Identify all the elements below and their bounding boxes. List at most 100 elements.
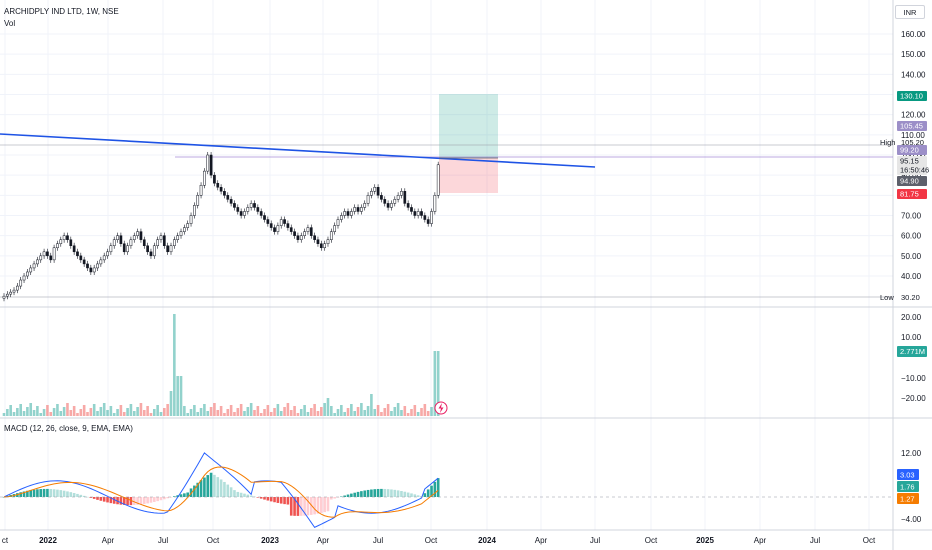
macd-histogram-bar	[393, 489, 397, 497]
price-tick-label: 160.00	[901, 30, 926, 39]
macd-histogram-bar	[396, 490, 400, 497]
candle-body	[229, 199, 233, 204]
volume-bar	[333, 413, 336, 416]
candle-body	[126, 245, 129, 253]
trendline[interactable]	[0, 133, 596, 168]
candles	[2, 151, 440, 302]
volume-axis[interactable]: 20.00 10.00 −10.00 −20.00	[901, 313, 926, 403]
candle-body	[52, 247, 56, 261]
volume-bar	[363, 410, 367, 416]
volume-bar	[122, 412, 126, 416]
volume-bar	[22, 411, 26, 416]
time-tick-label: 2024	[478, 536, 496, 545]
candle-body	[360, 207, 363, 212]
volume-bar	[199, 408, 203, 416]
macd-histogram-bar	[313, 497, 316, 515]
price-tag	[897, 145, 927, 155]
macd-histogram-bar	[156, 497, 159, 502]
volume-bar	[323, 403, 326, 416]
volume-bar	[159, 412, 163, 416]
macd-histogram-bar	[163, 497, 166, 500]
macd-histogram-bar	[89, 497, 93, 498]
price-tag-text: 95.15	[900, 157, 919, 166]
volume-bar	[89, 408, 93, 416]
volume-bar	[229, 405, 233, 416]
candle-body	[333, 225, 337, 232]
macd-histogram-bar	[259, 497, 263, 499]
candle-body	[199, 185, 203, 196]
macd-histogram-bar	[183, 493, 186, 497]
price-tick-label: 140.00	[901, 70, 926, 79]
symbol-title[interactable]: ARCHIDPLY IND LTD, 1W, NSE	[4, 7, 119, 16]
price-tag	[897, 189, 927, 199]
low-level-value: 30.20	[901, 293, 920, 302]
volume-bar	[306, 412, 310, 416]
candle-body	[166, 245, 170, 253]
candle-body	[169, 245, 173, 253]
volume-bar	[289, 410, 293, 416]
candle-body	[32, 263, 36, 269]
macd-histogram-bar	[76, 493, 79, 497]
macd-histogram-bar	[330, 497, 333, 500]
macd-histogram-bar	[363, 490, 367, 497]
volume-bar	[163, 408, 166, 416]
candle-body	[336, 219, 340, 226]
candle-body	[12, 289, 16, 293]
volume-bar	[132, 411, 136, 416]
macd-histogram-bar	[132, 497, 136, 505]
macd-histogram-bar	[246, 494, 250, 497]
macd-histogram-bar	[112, 497, 116, 504]
long-position-profit-zone[interactable]	[439, 94, 498, 158]
price-tag	[897, 165, 927, 175]
time-tick-label: 2022	[39, 536, 57, 545]
volume-tick-label: −10.00	[901, 374, 926, 383]
macd-histogram-bar	[129, 497, 133, 506]
candle-body	[380, 195, 383, 200]
candle-body	[319, 243, 323, 249]
macd-histogram-bar	[66, 491, 69, 497]
volume-bar	[72, 406, 76, 416]
volume-legend[interactable]: Vol	[4, 19, 16, 28]
time-axis[interactable]: ct 2022 Apr Jul Oct 2023 Apr Jul Oct 2024 Apr Jul Oc…	[2, 536, 876, 545]
candle-body	[59, 239, 63, 244]
volume-bar	[142, 410, 146, 416]
volume-bar	[26, 407, 29, 416]
candle-body	[223, 191, 226, 196]
volume-bar	[183, 406, 186, 416]
volume-bar	[259, 413, 263, 416]
long-position-stop-zone[interactable]	[439, 158, 498, 193]
volume-bar	[400, 410, 403, 416]
volume-bar	[346, 408, 350, 416]
candle-body	[19, 279, 23, 287]
macd-legend[interactable]: MACD (12, 26, close, 9, EMA, EMA)	[4, 424, 133, 433]
macd-histogram-bar	[99, 497, 103, 501]
high-level-value: 105.20	[901, 138, 924, 147]
candle-body	[99, 259, 103, 265]
volume-bar	[299, 409, 303, 416]
macd-histogram-bar	[213, 474, 216, 497]
time-tick-label: Apr	[102, 536, 115, 545]
candle-body	[9, 291, 13, 295]
candle-body	[259, 211, 263, 216]
macd-histogram-bar	[293, 497, 296, 516]
macd-histogram-bar	[139, 497, 143, 505]
macd-histogram-bar	[326, 497, 330, 512]
candle-body	[339, 215, 343, 220]
time-tick-label: Jul	[590, 536, 600, 545]
macd-histogram-bar	[299, 497, 303, 516]
macd-histogram-bar	[410, 493, 413, 497]
volume-bar	[66, 403, 69, 416]
price-tag	[897, 176, 927, 186]
volume-current-tag	[897, 346, 927, 357]
volume-bar	[42, 409, 46, 416]
candle-body	[363, 203, 367, 208]
macd-histogram-bar	[96, 497, 99, 500]
macd-histogram-bar	[239, 492, 243, 497]
candle-body	[2, 295, 6, 299]
currency-button[interactable]: INR	[895, 5, 925, 19]
candle-body	[152, 245, 156, 257]
macd-histogram-bar	[59, 490, 63, 497]
volume-bar	[360, 403, 363, 416]
volume-bar	[336, 409, 340, 416]
